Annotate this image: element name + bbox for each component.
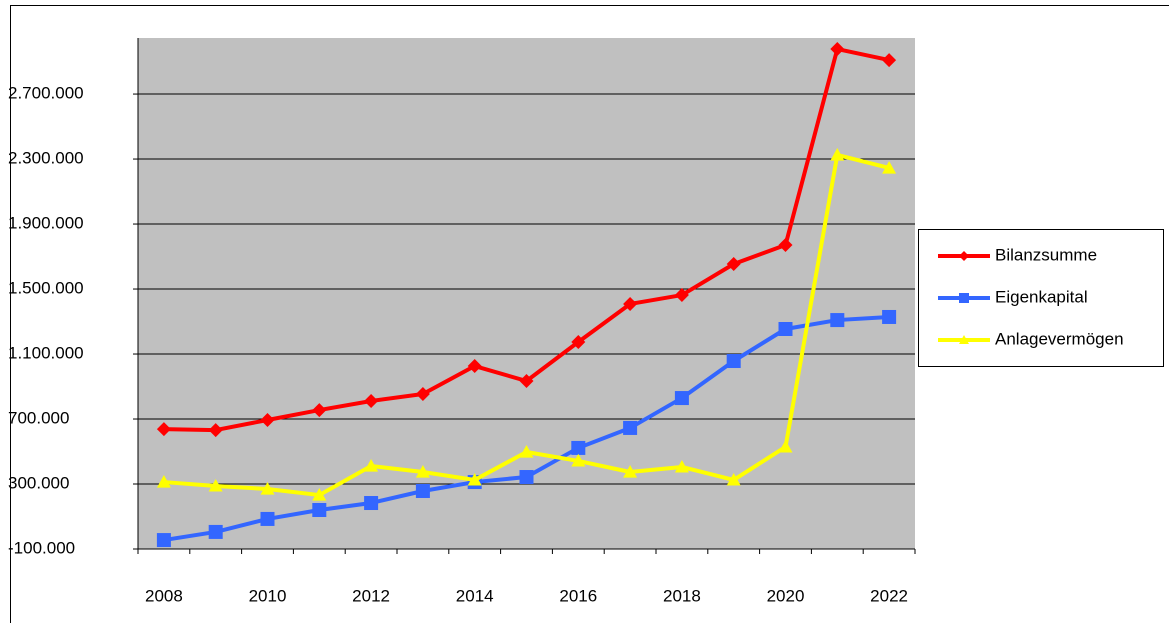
point-marker (312, 503, 326, 517)
point-marker (623, 421, 637, 435)
x-tick-label: 2012 (352, 586, 390, 605)
legend-label: Anlagevermögen (995, 329, 1124, 348)
point-marker (779, 322, 793, 336)
y-tick-label: 300.000 (8, 473, 69, 492)
x-tick-label: 2010 (249, 586, 287, 605)
x-tick-label: 2016 (559, 586, 597, 605)
point-marker (364, 496, 378, 510)
point-marker (416, 484, 430, 498)
y-tick-label: 1.500.000 (8, 279, 84, 298)
point-marker (830, 313, 844, 327)
legend-label: Bilanzsumme (995, 245, 1097, 264)
point-marker (209, 525, 223, 539)
legend-label: Eigenkapital (995, 287, 1088, 306)
point-marker (261, 512, 275, 526)
y-tick-label: 700.000 (8, 409, 69, 428)
x-tick-label: 2014 (456, 586, 494, 605)
point-marker (675, 391, 689, 405)
y-tick-label: 2.300.000 (8, 149, 84, 168)
point-marker (571, 441, 585, 455)
x-tick-label: 2018 (663, 586, 701, 605)
y-tick-label: 1.100.000 (8, 344, 84, 363)
x-tick-label: 2020 (767, 586, 805, 605)
point-marker (959, 293, 969, 303)
y-tick-label: 1.900.000 (8, 214, 84, 233)
point-marker (520, 470, 534, 484)
point-marker (157, 533, 171, 547)
y-tick-label: -100.000 (8, 538, 75, 557)
x-tick-label: 2008 (145, 586, 183, 605)
x-tick-label: 2022 (870, 586, 908, 605)
point-marker (727, 354, 741, 368)
y-tick-label: 2.700.000 (8, 84, 84, 103)
point-marker (882, 310, 896, 324)
